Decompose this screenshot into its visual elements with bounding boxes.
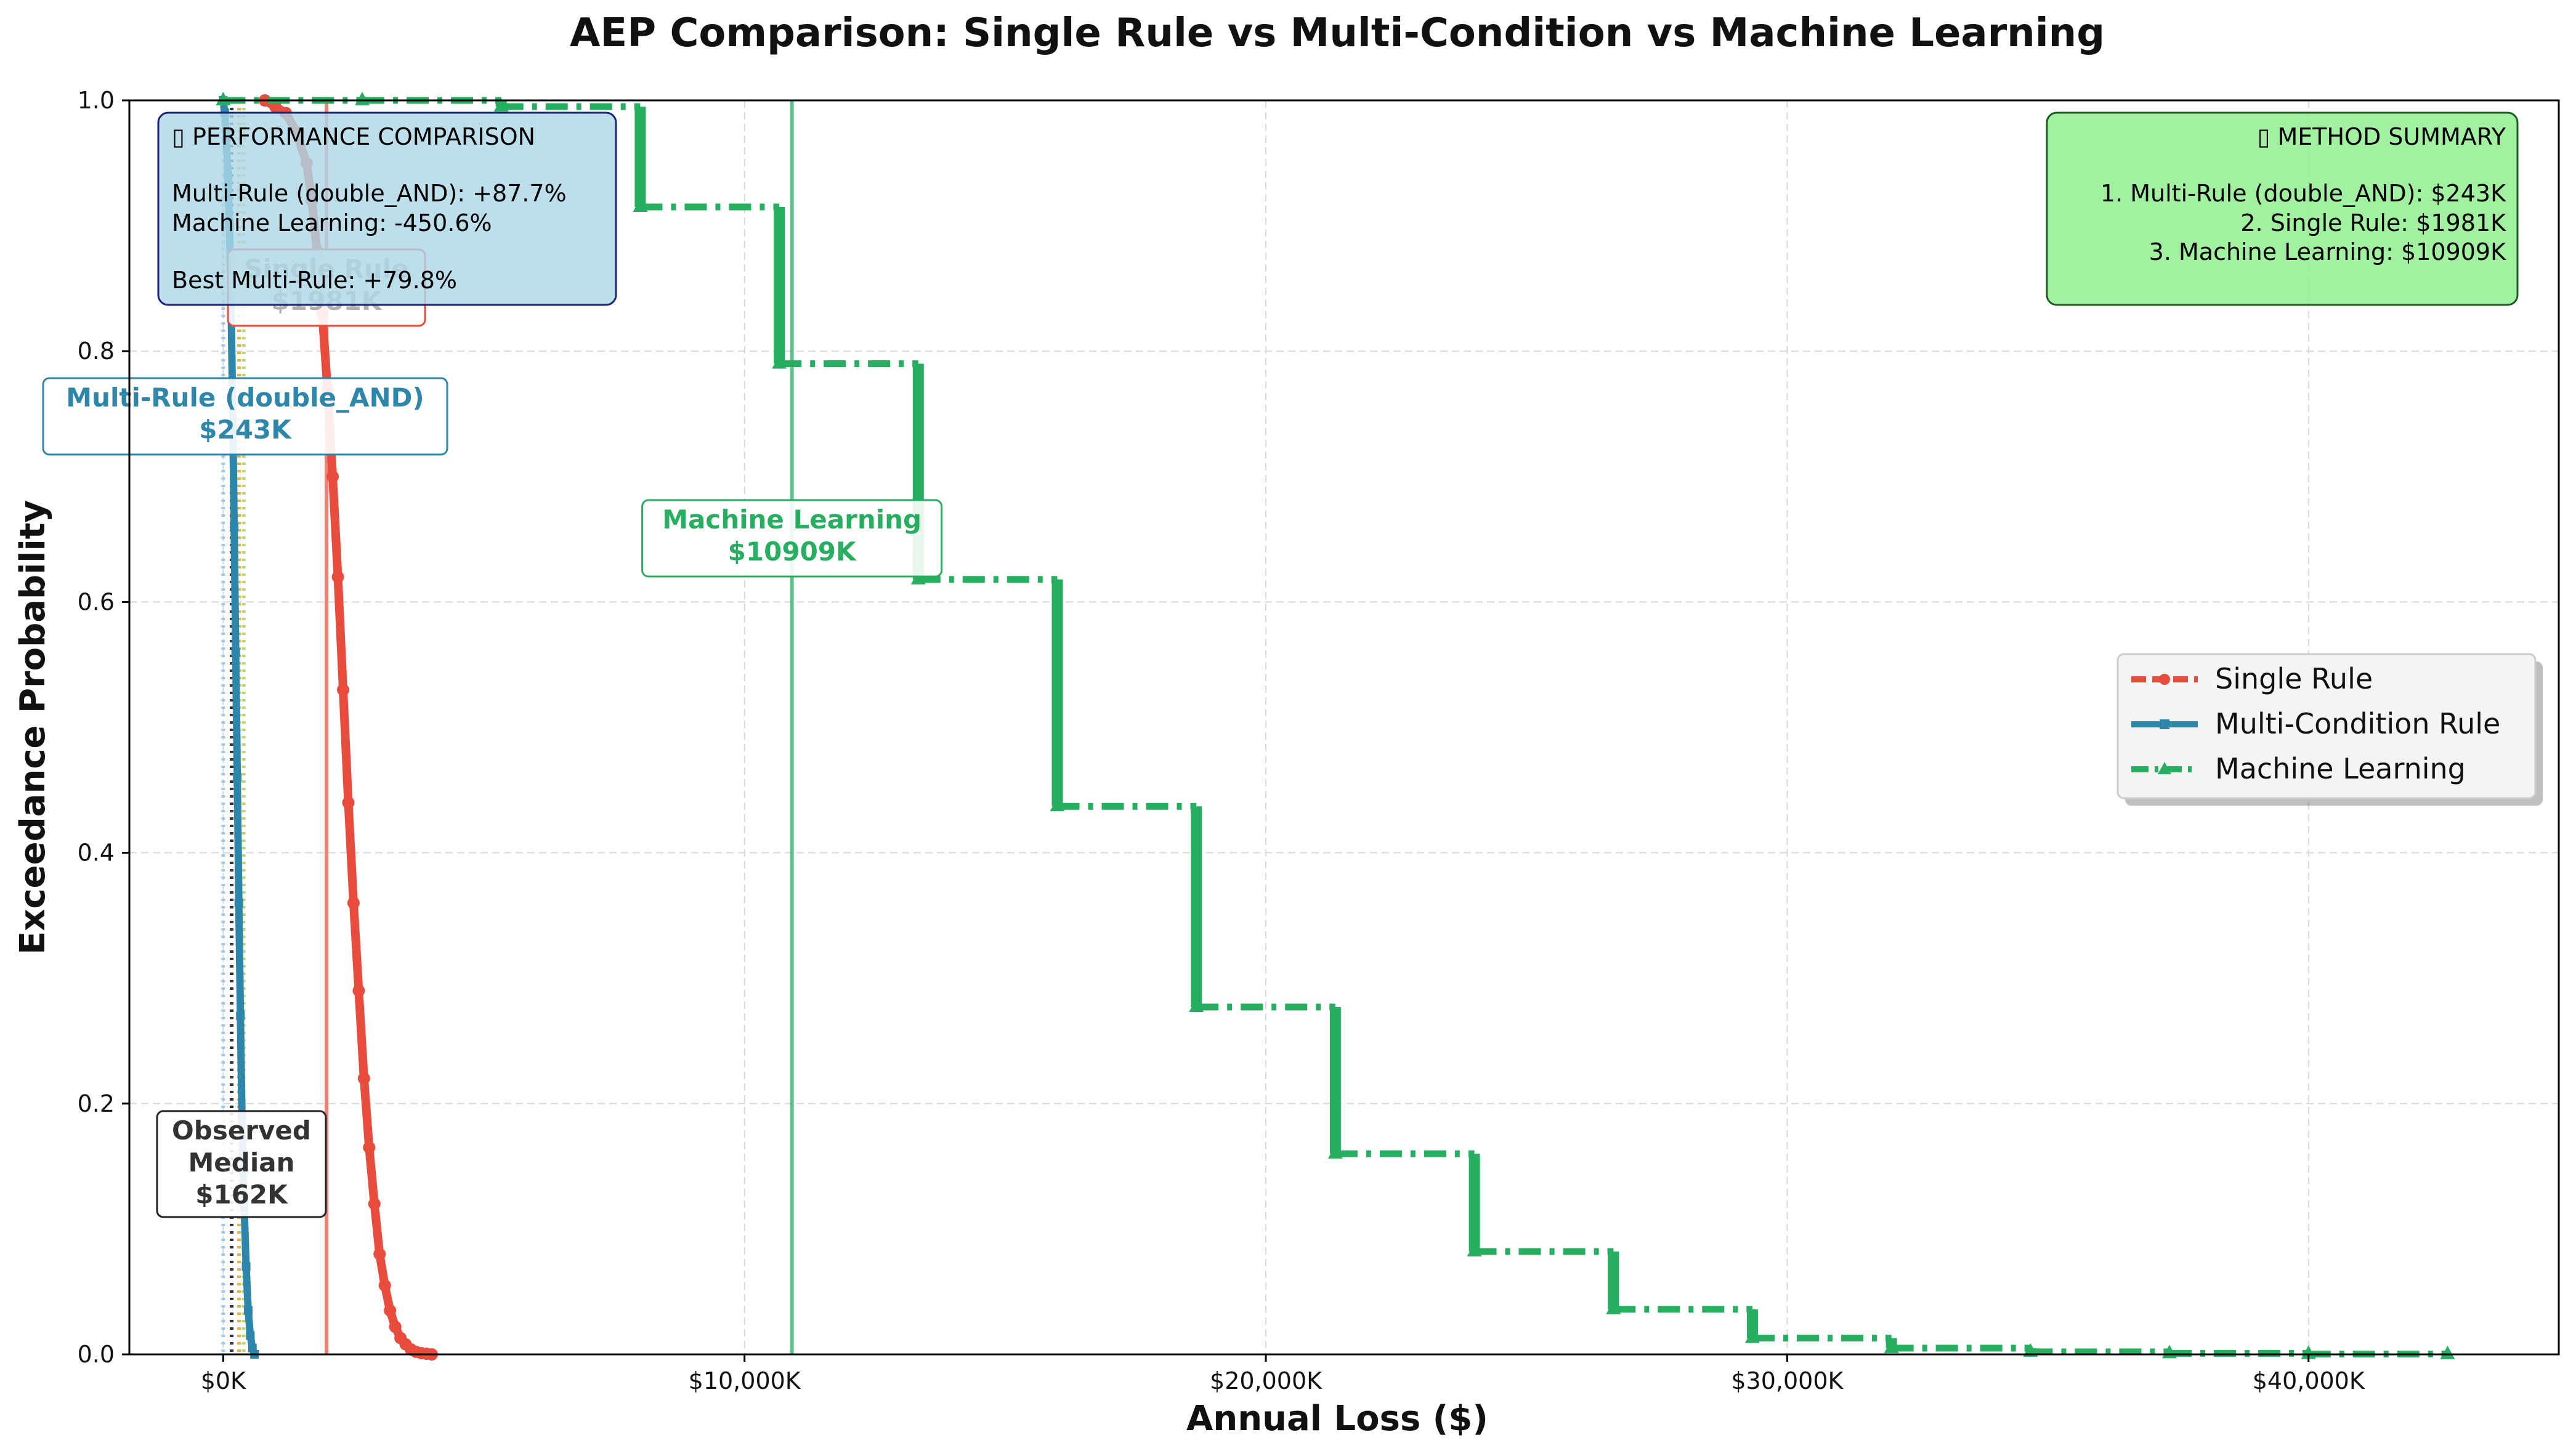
multi-condition-point (233, 773, 242, 782)
multi-condition-point (231, 647, 240, 657)
x-tick-label: $20,000K (1210, 1367, 1322, 1394)
multi-condition-point (246, 1331, 255, 1340)
x-axis-ticks: $0K $10,000K $20,000K $30,000K $40,000K (201, 1354, 2365, 1394)
single-rule-point (337, 683, 350, 696)
legend-label: Machine Learning (2215, 752, 2466, 785)
single-rule-point (378, 1279, 391, 1292)
plot-frame (128, 99, 2560, 1356)
performance-box: ▯ PERFORMANCE COMPARISON Multi-Rule (dou… (157, 111, 617, 306)
y-tick-label: 1.0 (78, 87, 115, 114)
multi-condition-point (230, 522, 239, 532)
multi-rule-annotation: Multi-Rule (double_AND)$243K (42, 377, 448, 456)
svg-text:Machine Learning: Machine Learning (662, 504, 921, 535)
performance-line-1: Multi-Rule (double_AND): +87.7% (172, 180, 567, 207)
trophy-icon: ▯ (2257, 123, 2277, 150)
y-axis-ticks: 0.0 0.2 0.4 0.6 0.8 1.0 (78, 87, 129, 1368)
legend: Single Rule Multi-Condition Rule Machine L… (2116, 653, 2543, 806)
x-axis-label: Annual Loss ($) (1186, 1399, 1488, 1439)
svg-text:$162K: $162K (195, 1179, 288, 1210)
performance-line-3: Best Multi-Rule: +79.8% (172, 267, 457, 294)
multi-condition-point (241, 1262, 251, 1271)
multi-condition-point (243, 1306, 253, 1315)
summary-line-1: 1. Multi-Rule (double_AND): $243K (2100, 180, 2506, 207)
performance-line-2: Machine Learning: -450.6% (172, 209, 492, 237)
ml-point (2440, 1345, 2455, 1359)
svg-text:$10909K: $10909K (728, 536, 857, 567)
ml-point (2023, 1343, 2038, 1357)
performance-box-header: ▯ PERFORMANCE COMPARISON (172, 123, 535, 150)
y-axis-label: Exceedance Probability (13, 500, 53, 955)
multi-condition-point (234, 899, 243, 908)
ml-annotation: Machine Learning$10909K (641, 499, 943, 578)
y-tick-label: 0.0 (78, 1341, 115, 1368)
y-tick-label: 0.2 (78, 1090, 115, 1117)
ml-point (1606, 1300, 1621, 1314)
x-tick-label: $40,000K (2253, 1367, 2365, 1394)
ml-point (633, 198, 648, 212)
ml-point (2301, 1345, 2316, 1359)
ml-point (1050, 798, 1065, 812)
svg-text:Multi-Rule (double_AND): Multi-Rule (double_AND) (66, 382, 424, 413)
single-rule-point (373, 1248, 386, 1261)
single-rule-point (331, 570, 344, 583)
svg-text:Observed: Observed (172, 1115, 311, 1146)
summary-line-3: 3. Machine Learning: $10909K (2149, 238, 2506, 265)
summary-line-2: 2. Single Rule: $1981K (2240, 209, 2506, 237)
multi-condition-point (236, 1011, 245, 1021)
chart-icon: ▯ (172, 123, 192, 150)
y-tick-label: 0.8 (78, 338, 115, 365)
ml-point (493, 98, 509, 112)
single-rule-point (352, 984, 365, 997)
svg-text:$243K: $243K (199, 415, 292, 445)
ml-point (772, 355, 787, 369)
legend-label: Single Rule (2215, 662, 2373, 695)
single-rule-point (347, 897, 360, 910)
ml-point (1189, 998, 1204, 1013)
x-tick-label: $30,000K (1731, 1367, 1844, 1394)
y-tick-label: 0.4 (78, 839, 115, 867)
ml-point (216, 92, 231, 105)
ml-point (1327, 1145, 1343, 1159)
single-rule-point (326, 470, 339, 483)
single-rule-point (389, 1321, 402, 1333)
single-rule-point (357, 1072, 370, 1085)
legend-label: Multi-Condition Rule (2215, 707, 2500, 740)
x-tick-label: $10,000K (689, 1367, 801, 1394)
single-rule-point (342, 796, 355, 809)
svg-text:Median: Median (188, 1147, 295, 1178)
ml-point (1467, 1243, 1482, 1257)
ml-point (1884, 1339, 1899, 1353)
y-tick-label: 0.6 (78, 588, 115, 615)
single-rule-point (384, 1304, 397, 1317)
summary-box-header: ▯ METHOD SUMMARY (2257, 123, 2506, 150)
single-rule-point (368, 1197, 381, 1210)
ml-point (1744, 1329, 1760, 1343)
x-tick-label: $0K (201, 1367, 246, 1394)
ml-point (910, 570, 926, 584)
single-rule-point (363, 1141, 376, 1154)
chart-title: AEP Comparison: Single Rule vs Multi-Con… (570, 10, 2105, 56)
ml-point (355, 92, 370, 105)
annotations: Single Rule$1981KMulti-Rule (double_AND)… (42, 248, 943, 1218)
summary-box: ▯ METHOD SUMMARY 1. Multi-Rule (double_A… (2046, 111, 2519, 306)
